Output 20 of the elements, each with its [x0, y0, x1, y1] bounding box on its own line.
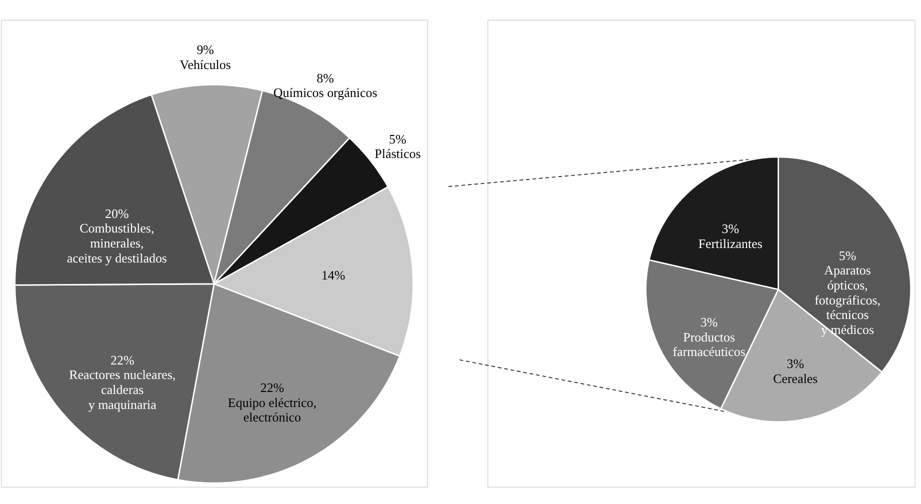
- data-label: 3%: [700, 314, 718, 330]
- data-label: 20%: [105, 206, 130, 221]
- slice-label: Vehículos: [180, 57, 231, 72]
- slice-label: Químicos orgánicos: [273, 85, 378, 100]
- slice-label: Plásticos: [374, 146, 421, 162]
- slice-label: Equipo eléctrico, electrónico: [228, 394, 317, 425]
- slice-label: Reactores nucleares, calderas y maquinaria: [69, 367, 176, 412]
- data-label: 14%: [321, 267, 346, 282]
- data-label: 22%: [110, 352, 134, 368]
- slice-label: Combustibles, minerales, aceites y destilados: [66, 220, 167, 266]
- data-label: 8%: [316, 70, 334, 86]
- data-label: 3%: [722, 221, 740, 236]
- slice-label: Cereales: [773, 370, 818, 386]
- data-label: 9%: [196, 42, 214, 58]
- data-label: 3%: [786, 356, 804, 372]
- data-label: 5%: [838, 248, 856, 263]
- slice-label: Fertilizantes: [698, 236, 762, 251]
- data-label: 5%: [389, 131, 407, 146]
- slice-label: Productos farmacéuticos: [672, 329, 746, 360]
- data-label: 22%: [260, 380, 284, 395]
